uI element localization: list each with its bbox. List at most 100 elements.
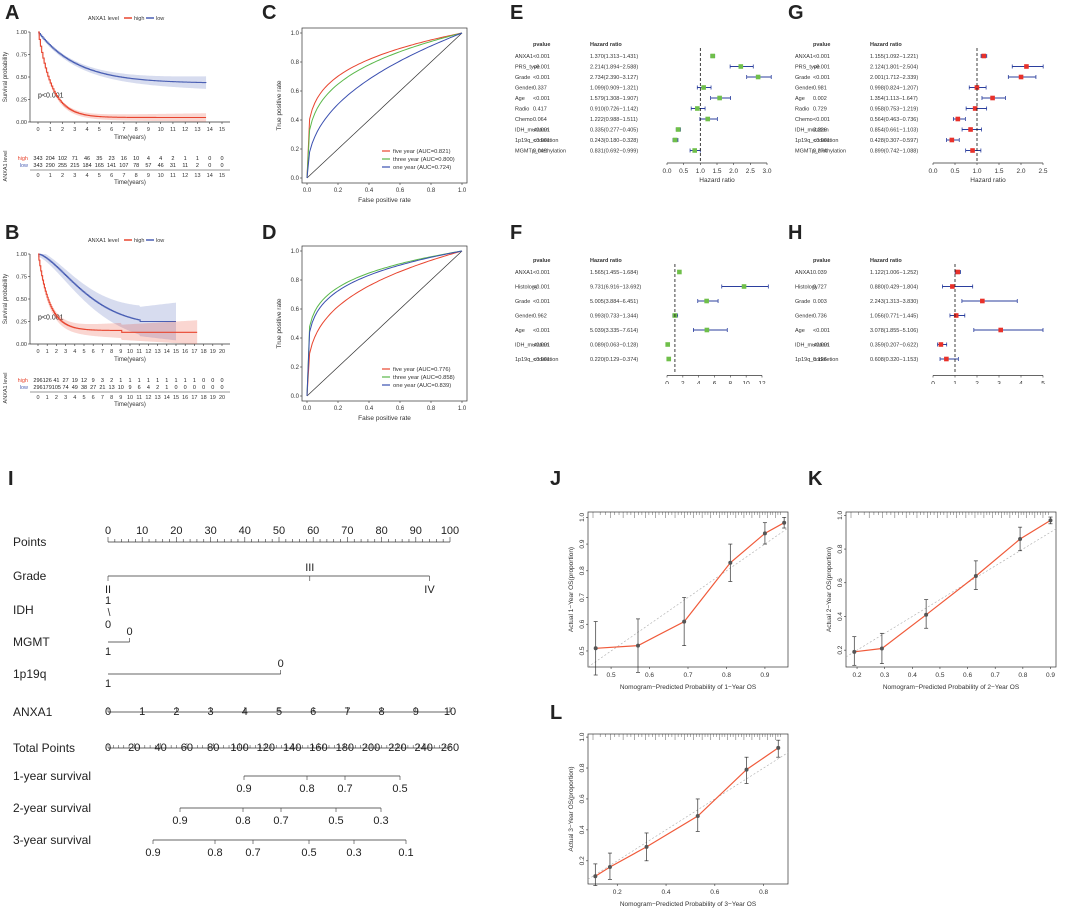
forest-point [938, 342, 944, 347]
nomogram-row-label: MGMT [13, 635, 50, 649]
forest-row-name: Grade [795, 299, 810, 305]
forest-row-p: <0.001 [533, 138, 550, 144]
forest-head-p: pvalue [533, 42, 550, 48]
nomogram-total-label: 160 [309, 742, 327, 754]
cal-xtick-label: 0.8 [1018, 672, 1027, 679]
roc-ytick-label: 0.6 [291, 89, 300, 95]
panel-label-e: E [510, 2, 524, 24]
cal-ytick-label: 0.4 [837, 612, 844, 621]
forest-row-hr: 1.122(1.006−1.252) [870, 270, 918, 276]
roc-plot-d: 0.00.0 0.2 0.2 0.4 0.4 0.6 0.6 0.8 0.8 1.0 1.0 Fals… [276, 245, 468, 422]
forest-row-hr: 0.359(0.207−0.622) [870, 343, 918, 349]
nomogram-idh-bottom: 0 [105, 619, 111, 631]
roc-ytick-label: 0.6 [291, 307, 300, 313]
forest-point [955, 116, 961, 122]
forest-xtick-label: 3 [997, 381, 1001, 385]
forest-point [672, 137, 678, 143]
forest-xtick-label: 4 [697, 381, 701, 385]
cal-ytick-label: 0.4 [579, 825, 586, 834]
nomogram-points-label: 60 [307, 525, 319, 537]
km-xtick-label: 10 [158, 127, 164, 133]
roc-ytick-label: 1.0 [291, 249, 300, 255]
cal-xtick-label: 0.4 [662, 889, 671, 896]
forest-row-hr: 2.124(1.801−2.504) [870, 65, 918, 71]
forest-row-p: <0.001 [533, 299, 550, 305]
nomogram-total-label: 100 [230, 742, 248, 754]
km-risk-low-label: low [20, 385, 28, 391]
forest-point [981, 53, 987, 59]
nomogram-anxa1-label: 7 [344, 706, 350, 718]
panel-label-g: G [788, 2, 804, 24]
forest-xtick-label: 0.5 [950, 168, 959, 175]
km-risk-high-cell: 41 [53, 378, 59, 384]
km-risk-xtick: 20 [219, 395, 225, 401]
panel-label-a: A [5, 2, 20, 24]
nomogram-mgmt-bottom: 1 [105, 646, 111, 658]
forest-xtick-label: 0 [665, 381, 669, 385]
forest-point [692, 148, 697, 153]
panel-label-i: I [8, 468, 14, 490]
cal-point [1048, 518, 1053, 523]
forest-row-name: Histology [515, 285, 538, 291]
roc-curve [306, 250, 463, 397]
nomogram-surv1-label: 0.8 [299, 783, 314, 795]
forest-row-hr: 0.831(0.692−0.999) [590, 149, 638, 155]
forest-head-hr: Hazard ratio [590, 42, 622, 48]
cal-xtick-label: 0.3 [880, 672, 889, 679]
km-risk-low-cell: 10 [118, 385, 124, 391]
km-high-line [38, 31, 207, 119]
forest-xlabel: Hazard ratio [699, 177, 735, 184]
km-legend-high: high [134, 238, 144, 244]
km-risk-xtick: 19 [210, 395, 216, 401]
km-risk-xtick: 2 [61, 173, 64, 179]
roc-curve [306, 32, 463, 179]
km-risk-high-cell: 16 [121, 156, 127, 162]
km-risk-xtick: 6 [92, 395, 95, 401]
km-risk-low-cell: 184 [82, 163, 91, 169]
forest-point [980, 298, 985, 304]
forest-row-name: Gender [515, 86, 534, 92]
km-risk-high-cell: 35 [96, 156, 102, 162]
nomogram-total-label: 220 [388, 742, 406, 754]
cal-point [593, 646, 598, 651]
forest-row-name: Gender [795, 314, 814, 320]
km-risk-high-cell: 1 [119, 378, 122, 384]
nomogram-surv3-label: 0.5 [301, 847, 316, 859]
km-risk-xtick: 15 [173, 395, 179, 401]
cal-xtick-label: 0.7 [683, 672, 692, 679]
km-xtick-label: 11 [170, 127, 176, 133]
forest-head-hr: Hazard ratio [870, 42, 902, 48]
forest-row-p: <0.001 [533, 128, 550, 134]
km-xtick-label: 16 [182, 349, 188, 355]
km-risk-high-cell: 1 [138, 378, 141, 384]
km-xtick-label: 6 [110, 127, 113, 133]
forest-point [1024, 64, 1029, 69]
km-pvalue: p<0.001 [38, 93, 64, 100]
km-risk-xtick: 9 [147, 173, 150, 179]
cal-ytick-label: 1.0 [579, 732, 586, 741]
km-risk-low-cell: 0 [202, 385, 205, 391]
km-risk-low-cell: 38 [81, 385, 87, 391]
km-risk-low-cell: 296 [33, 385, 42, 391]
km-risk-high-cell: 126 [43, 378, 52, 384]
roc-xlabel: False positive rate [358, 415, 411, 422]
cal-ytick-label: 0.2 [837, 645, 844, 654]
forest-row-hr: 1.099(0.909−1.321) [590, 86, 638, 92]
nomogram-row-label: IDH [13, 603, 34, 617]
forest-xtick-label: 0.5 [679, 168, 688, 175]
forest-row-p: 0.049 [533, 149, 547, 155]
nomogram-points-label: 20 [170, 525, 182, 537]
km-risk-high-cell: 1 [184, 156, 187, 162]
forest-point [695, 106, 700, 111]
km-risk-xtick: 3 [73, 173, 76, 179]
forest-xtick-label: 2 [975, 381, 979, 385]
forest-xtick-label: 2.5 [1038, 168, 1047, 175]
km-risk-xlabel: Time(years) [114, 180, 146, 186]
forest-xtick-label: 1 [953, 381, 957, 385]
km-risk-high-cell: 1 [196, 156, 199, 162]
forest-point [665, 342, 671, 347]
km-risk-xtick: 12 [145, 395, 151, 401]
nomogram-anxa1-label: 4 [242, 706, 248, 718]
km-risk-xtick: 10 [127, 395, 133, 401]
nomogram-row-label: Total Points [13, 741, 75, 755]
